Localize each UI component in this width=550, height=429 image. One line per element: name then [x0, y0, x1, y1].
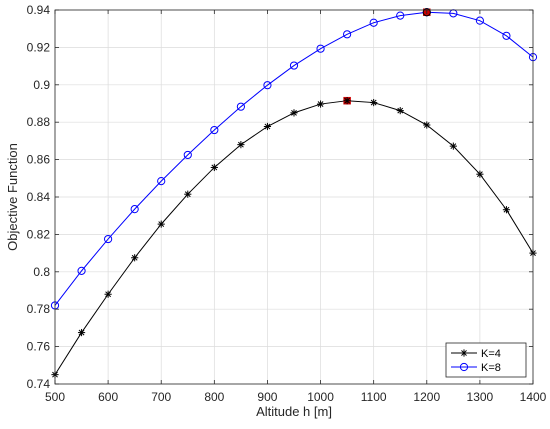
x-tick-label: 700 [151, 390, 171, 404]
data-point [502, 206, 511, 214]
y-tick-label: 0.88 [27, 115, 51, 129]
data-point [423, 121, 431, 129]
data-point [476, 170, 484, 178]
x-tick-label: 1000 [307, 390, 334, 404]
data-point [210, 125, 219, 135]
legend-item: K=4 [451, 348, 501, 360]
legend-marker [459, 362, 469, 372]
x-tick-label: 600 [98, 390, 118, 404]
optimum-point [343, 97, 351, 105]
x-axis-label: Altitude h [m] [256, 404, 332, 419]
x-tick-label: 1400 [520, 390, 547, 404]
data-point [396, 11, 405, 20]
x-tick-label: 900 [257, 390, 277, 404]
data-point [475, 16, 484, 25]
y-axis-label: Objective Function [5, 143, 20, 251]
data-point [210, 163, 218, 172]
legend-box [445, 342, 527, 378]
data-point [502, 31, 511, 40]
legend-label: K=4 [481, 348, 501, 360]
data-point [289, 61, 299, 70]
x-tick-label: 500 [45, 390, 65, 404]
x-tick-label: 800 [204, 390, 224, 404]
data-point [104, 290, 112, 298]
data-point [396, 107, 404, 115]
x-tick-label: 1200 [413, 390, 440, 404]
data-point [104, 234, 113, 244]
data-point [237, 141, 245, 149]
data-point [77, 266, 86, 275]
y-tick-label: 0.76 [27, 340, 51, 354]
y-tick-label: 0.84 [27, 190, 51, 204]
x-tick-label: 1300 [467, 390, 494, 404]
data-point [369, 18, 378, 27]
data-point [263, 122, 272, 131]
series-line [54, 11, 534, 306]
data-point [157, 177, 166, 186]
legend: K=4K=8 [445, 342, 527, 378]
ticks: 500 600 700 800 900 1000 1100 1200 1300 1400 0.74 0… [27, 3, 547, 404]
data-point [130, 205, 139, 214]
legend-label: K=8 [481, 362, 501, 374]
data-point [263, 81, 272, 90]
legend-item: K=8 [451, 362, 501, 374]
x-tick-label: 1100 [361, 390, 387, 404]
data-point [343, 30, 352, 39]
y-tick-label: 0.92 [27, 40, 51, 54]
data-point [131, 254, 139, 262]
data-point [370, 98, 378, 107]
legend-marker [460, 349, 468, 357]
y-tick-label: 0.74 [27, 377, 51, 391]
data-point [236, 102, 245, 111]
data-point [316, 44, 325, 53]
series-K=4 [51, 97, 537, 379]
data-point [290, 109, 298, 117]
data-point [183, 150, 192, 160]
data-point [449, 142, 457, 150]
y-tick-label: 0.78 [27, 302, 51, 316]
data-point [184, 190, 192, 198]
y-tick-label: 0.8 [33, 265, 50, 279]
y-tick-label: 0.86 [27, 153, 51, 167]
series-layer [50, 8, 538, 379]
y-tick-label: 0.94 [27, 3, 51, 17]
optimum-point [422, 8, 431, 17]
data-point [77, 328, 86, 337]
y-tick-label: 0.82 [27, 227, 51, 241]
data-point [157, 220, 165, 228]
data-point [316, 100, 325, 108]
y-tick-label: 0.9 [33, 78, 50, 92]
